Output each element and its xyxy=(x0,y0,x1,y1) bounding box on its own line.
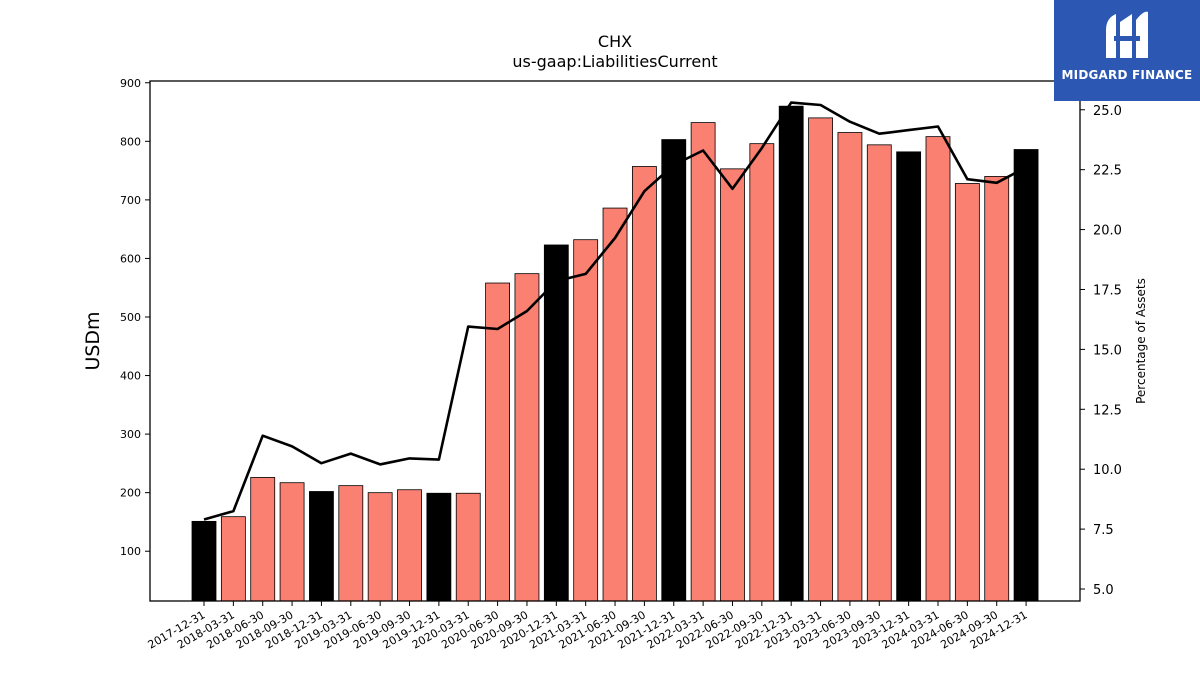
bar-2019-09-30 xyxy=(397,489,422,602)
bar-2024-06-30 xyxy=(954,183,980,602)
bar-2020-12-31 xyxy=(543,244,569,602)
bar-2017-12-31 xyxy=(191,520,217,602)
y-tick-label-600: 600 xyxy=(120,252,141,265)
y2-tick-label-17.5: 17.5 xyxy=(1093,283,1122,298)
y-tick-label-400: 400 xyxy=(120,370,141,383)
y2-tick-label-10.0: 10.0 xyxy=(1093,463,1122,478)
y2-tick-label-12.5: 12.5 xyxy=(1093,403,1122,418)
bar-2021-12-31 xyxy=(661,139,687,602)
y-tick-label-200: 200 xyxy=(120,487,141,500)
bar-2018-12-31 xyxy=(309,491,334,602)
y2-axis-label: Percentage of Assets xyxy=(1134,278,1148,404)
y-tick-label-100: 100 xyxy=(120,545,141,558)
bar-2019-03-31 xyxy=(338,485,364,602)
bar-2023-03-31 xyxy=(808,117,833,602)
bar-2019-12-31 xyxy=(426,492,452,602)
x-axis: 2017-12-312018-03-312018-06-302018-09-30… xyxy=(146,601,1030,652)
chart-title: CHX xyxy=(597,32,633,51)
logo-text: MIDGARD FINANCE xyxy=(1061,68,1193,82)
bar-2020-03-31 xyxy=(455,492,481,602)
bar-2018-09-30 xyxy=(279,482,305,602)
bar-2022-03-31 xyxy=(690,122,716,602)
left-axis: 100 200 300 400 500 600 700 800 900 xyxy=(120,77,150,558)
bar-2021-03-31 xyxy=(573,239,599,602)
bar-2022-12-31 xyxy=(778,105,804,602)
bar-2021-09-30 xyxy=(632,166,657,602)
bar-2019-06-30 xyxy=(367,492,393,602)
y2-tick-label-22.5: 22.5 xyxy=(1093,164,1122,179)
bar-2018-06-30 xyxy=(250,477,276,602)
bar-2022-09-30 xyxy=(749,143,775,602)
percent-of-assets-line xyxy=(203,101,1027,521)
y-tick-label-300: 300 xyxy=(120,428,141,441)
bar-2021-06-30 xyxy=(602,207,628,602)
bar-2018-03-31 xyxy=(220,516,246,602)
midgard-logo-icon xyxy=(1106,11,1148,58)
y-tick-label-800: 800 xyxy=(120,135,141,148)
bar-2020-09-30 xyxy=(514,273,540,602)
y-tick-label-700: 700 xyxy=(120,194,141,207)
y-tick-label-500: 500 xyxy=(120,311,141,324)
y2-tick-label-20.0: 20.0 xyxy=(1093,224,1122,239)
right-axis: 5.0 7.5 10.0 12.5 15.0 17.5 20.0 22.5 25.0 xyxy=(1080,104,1122,598)
y-axis-label: USDm xyxy=(82,311,104,371)
bar-2023-06-30 xyxy=(837,132,863,602)
percent-line-group xyxy=(203,101,1027,521)
y-tick-label-900: 900 xyxy=(120,77,141,90)
y2-tick-label-5.0: 5.0 xyxy=(1093,583,1114,598)
bar-2022-06-30 xyxy=(720,168,745,602)
bar-2023-09-30 xyxy=(866,144,892,602)
bars-group xyxy=(191,105,1039,602)
bar-2020-06-30 xyxy=(485,282,511,602)
chart-subtitle: us-gaap:LiabilitiesCurrent xyxy=(512,52,718,71)
bar-2024-12-31 xyxy=(1013,149,1039,602)
bar-2024-09-30 xyxy=(984,176,1010,602)
midgard-finance-logo: MIDGARD FINANCE xyxy=(1054,0,1200,101)
bar-2023-12-31 xyxy=(896,151,922,602)
y2-tick-label-7.5: 7.5 xyxy=(1093,523,1114,538)
y2-tick-label-25.0: 25.0 xyxy=(1093,104,1122,119)
bar-2024-03-31 xyxy=(925,136,951,602)
y2-tick-label-15.0: 15.0 xyxy=(1093,343,1122,358)
